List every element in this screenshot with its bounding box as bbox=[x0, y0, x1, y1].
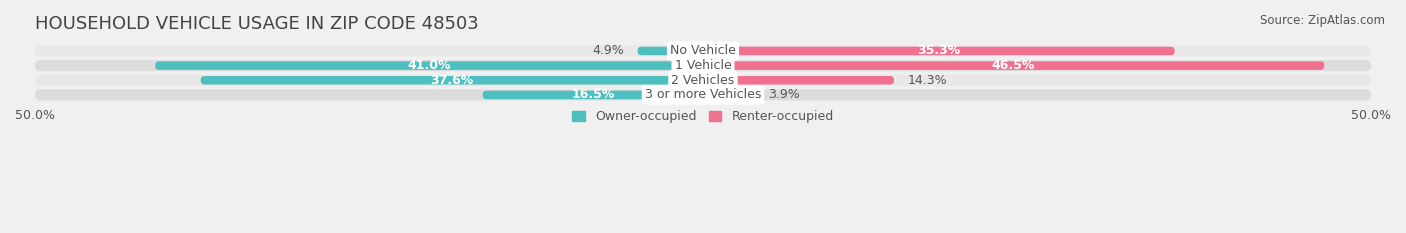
Text: 3.9%: 3.9% bbox=[769, 89, 800, 101]
FancyBboxPatch shape bbox=[703, 47, 1174, 55]
FancyBboxPatch shape bbox=[703, 91, 755, 99]
FancyBboxPatch shape bbox=[35, 89, 1371, 100]
FancyBboxPatch shape bbox=[637, 47, 703, 55]
Text: 2 Vehicles: 2 Vehicles bbox=[672, 74, 734, 87]
Text: 4.9%: 4.9% bbox=[592, 45, 624, 58]
FancyBboxPatch shape bbox=[35, 60, 1371, 71]
Text: HOUSEHOLD VEHICLE USAGE IN ZIP CODE 48503: HOUSEHOLD VEHICLE USAGE IN ZIP CODE 4850… bbox=[35, 15, 479, 33]
Text: 16.5%: 16.5% bbox=[571, 89, 614, 101]
Text: Source: ZipAtlas.com: Source: ZipAtlas.com bbox=[1260, 14, 1385, 27]
Text: 37.6%: 37.6% bbox=[430, 74, 474, 87]
Text: 35.3%: 35.3% bbox=[917, 45, 960, 58]
Legend: Owner-occupied, Renter-occupied: Owner-occupied, Renter-occupied bbox=[568, 105, 838, 128]
Text: 3 or more Vehicles: 3 or more Vehicles bbox=[645, 89, 761, 101]
FancyBboxPatch shape bbox=[703, 76, 894, 85]
FancyBboxPatch shape bbox=[201, 76, 703, 85]
Text: 1 Vehicle: 1 Vehicle bbox=[675, 59, 731, 72]
FancyBboxPatch shape bbox=[155, 61, 703, 70]
FancyBboxPatch shape bbox=[703, 61, 1324, 70]
Text: No Vehicle: No Vehicle bbox=[671, 45, 735, 58]
Text: 41.0%: 41.0% bbox=[408, 59, 451, 72]
FancyBboxPatch shape bbox=[35, 75, 1371, 86]
FancyBboxPatch shape bbox=[35, 45, 1371, 56]
Text: 14.3%: 14.3% bbox=[907, 74, 948, 87]
FancyBboxPatch shape bbox=[482, 91, 703, 99]
Text: 46.5%: 46.5% bbox=[991, 59, 1035, 72]
